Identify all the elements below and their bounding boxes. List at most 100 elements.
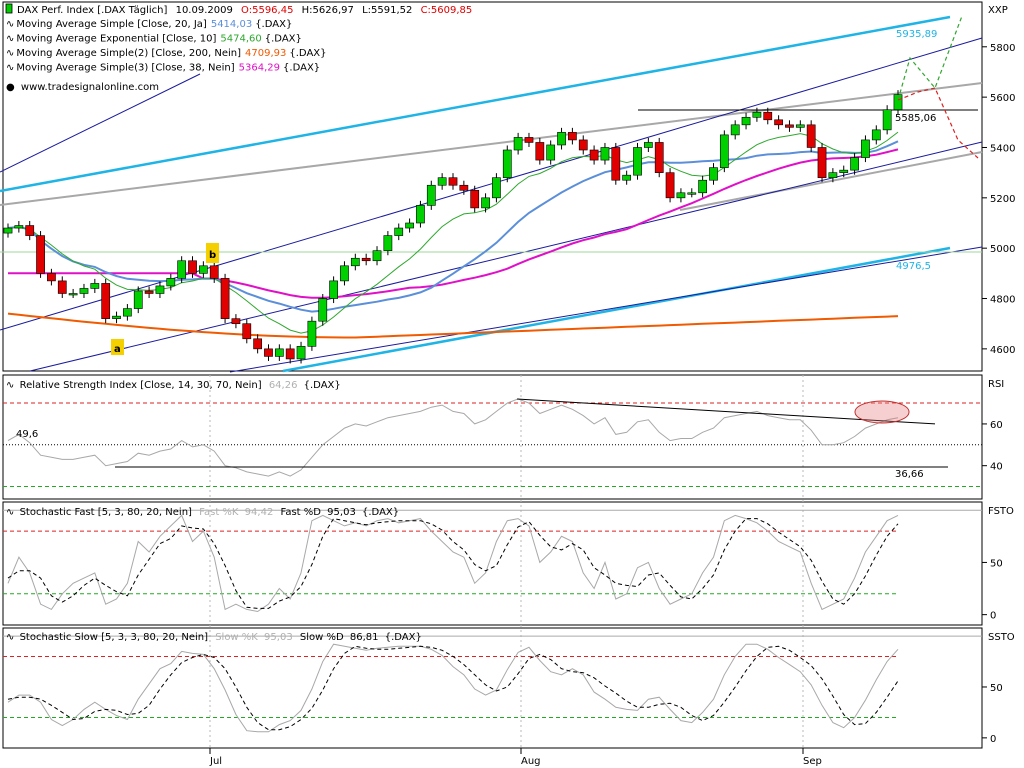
rsi-value: 64,26: [269, 380, 298, 391]
ma-simple-20-line: [7, 140, 899, 313]
ma-legend-label: Moving Average Exponential [Close, 10]: [16, 34, 216, 45]
wave-icon: ∿: [6, 19, 14, 30]
ma-simple-38-line: [8, 148, 899, 299]
candle-body: [719, 134, 729, 168]
mark-b-badge: [206, 243, 219, 263]
candle-body: [36, 235, 45, 274]
candle-body: [568, 132, 577, 141]
fsto-panel-frame: [2, 501, 983, 626]
price-axis-label: XXP: [988, 5, 1008, 16]
candle-body: [481, 197, 490, 209]
candle-body: [285, 348, 295, 360]
candle-body: [242, 323, 252, 340]
lower-trend-line-gray: [679, 151, 983, 211]
candle-body: [850, 157, 859, 171]
candle-body: [828, 172, 838, 178]
rsi-panel-frame: [2, 374, 983, 500]
candle-body: [893, 94, 903, 111]
candle-body: [68, 293, 78, 296]
x-label-jul: Jul: [209, 756, 222, 767]
lower-channel-line: [282, 246, 951, 373]
ssto-d-value: 86,81: [350, 632, 379, 643]
candle-body: [123, 308, 132, 317]
price-y-tick-label: 5000: [990, 244, 1015, 255]
x-label-sep: Sep: [803, 756, 822, 767]
ssto-y-tick-label: 0: [990, 734, 996, 745]
fsto-y-tick-label: 50: [990, 558, 1003, 569]
price-y-tick-label: 4600: [990, 345, 1015, 356]
ma-legend-label: Moving Average Simple(2) [Close, 200, Ne…: [16, 48, 241, 59]
price-y-tick-label: 5200: [990, 194, 1015, 205]
price-low: L:5591,52: [362, 5, 412, 16]
candle-body: [198, 265, 208, 274]
candle-body: [307, 320, 317, 347]
ssto-panel-frame: [2, 627, 983, 749]
candle-body: [524, 137, 534, 143]
candle-body: [871, 129, 881, 141]
candle-body: [502, 149, 512, 178]
candle-body: [557, 132, 566, 146]
candle-body: [730, 124, 740, 136]
candle-body: [188, 260, 197, 274]
annotation-lower: 4976,5: [896, 261, 931, 272]
price-high: H:5626,97: [302, 5, 354, 16]
price-title-text: DAX Perf. Index [.DAX Täglich]: [17, 5, 167, 16]
candle-body: [654, 142, 664, 173]
candle-body: [741, 116, 751, 126]
candle-body: [274, 348, 284, 357]
candle-body: [264, 348, 273, 357]
candle-body: [47, 273, 56, 282]
candle-body: [709, 167, 718, 181]
fsto-axis-label: FSTO: [988, 506, 1014, 517]
candle-body: [643, 142, 653, 148]
bullish-projection-line: [897, 15, 963, 101]
ma-legend-label: Moving Average Simple [Close, 20, Ja]: [16, 19, 207, 30]
candle-body: [633, 147, 642, 176]
source-label: ● www.tradesignalonline.com: [6, 82, 159, 93]
candle-body: [372, 250, 382, 262]
rsi-trend-line: [516, 398, 936, 425]
rsi-y-tick-label: 60: [990, 420, 1003, 431]
ma-legend-row: ∿ Moving Average Simple(2) [Close, 200, N…: [6, 48, 327, 59]
candle-body: [437, 177, 447, 186]
candle-body: [546, 144, 556, 161]
price-panel-frame: [2, 1, 983, 372]
candle-body: [209, 265, 219, 279]
price-legend: DAX Perf. Index [.DAX Täglich] 10.09.200…: [5, 3, 472, 93]
fsto-legend: ∿ Stochastic Fast [5, 3, 80, 20, Nein] F…: [6, 507, 399, 518]
candle-body: [25, 225, 35, 236]
ma-legend-row: ∿ Moving Average Simple [Close, 20, Ja] 54…: [6, 19, 292, 30]
annotation-upper: 5935,89: [896, 29, 937, 40]
candle-body: [698, 179, 708, 194]
rsi-title: Relative Strength Index [Close, 14, 30, …: [20, 380, 262, 391]
candle-body: [394, 227, 404, 236]
price-open: O:5596,45: [241, 5, 293, 16]
candle-body: [253, 338, 263, 350]
rsi-axis-label: RSI: [988, 379, 1004, 390]
candle-body: [318, 298, 328, 322]
fsto-d-line: [7, 518, 899, 609]
legend-icon-price: [5, 3, 13, 14]
wave-icon: ∿: [6, 632, 14, 643]
candle-body: [144, 290, 154, 294]
ma-legend-value: 5364,29: [239, 63, 280, 74]
candle-body: [101, 283, 111, 319]
upper-trend-line-gray: [0, 82, 983, 206]
price-y-tick-label: 5600: [990, 93, 1015, 104]
ma-legend-value: 5474,60: [220, 34, 261, 45]
candle-body: [177, 260, 187, 279]
candle-body: [600, 147, 610, 161]
candle-body: [220, 278, 230, 319]
fsto-k-line: [7, 514, 899, 613]
candle-body: [752, 111, 762, 118]
candle-body: [112, 315, 121, 319]
candle-body: [350, 257, 360, 267]
x-label-aug: Aug: [521, 756, 541, 767]
candle-body: [589, 149, 599, 161]
ma-legend-suffix: {.DAX}: [265, 34, 302, 45]
candle-body: [817, 147, 827, 178]
mark-a-badge: [111, 339, 124, 355]
rsi-legend: ∿ Relative Strength Index [Close, 14, 30…: [6, 380, 341, 391]
candle-body: [340, 265, 349, 282]
